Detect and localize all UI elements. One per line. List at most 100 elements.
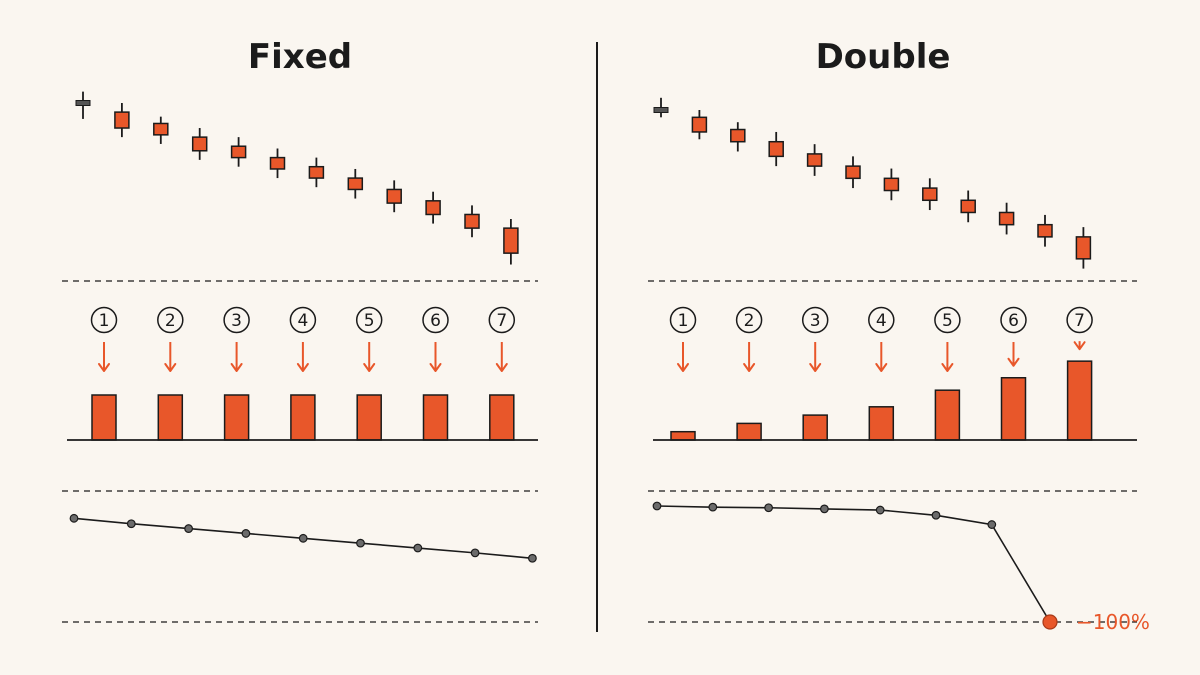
candle-body-double-4 bbox=[768, 140, 784, 158]
candle-body-double-6 bbox=[845, 165, 861, 180]
step-number-double-5: 5 bbox=[942, 311, 953, 331]
step-arrowhead-fixed-7 bbox=[495, 363, 508, 372]
panel-fixed: Fixed 1 2 3 4 5 6 7 bbox=[62, 37, 538, 623]
candle-body-double-1 bbox=[653, 107, 669, 113]
step-circle-fixed-1 bbox=[90, 306, 118, 334]
position-bar-double-5 bbox=[934, 389, 961, 441]
candle-body-fixed-2 bbox=[114, 111, 130, 129]
candle-body-fixed-3 bbox=[153, 122, 169, 136]
step-circle-fixed-3 bbox=[223, 306, 250, 334]
step-arrowhead-double-5 bbox=[941, 363, 954, 372]
step-number-fixed-2: 2 bbox=[165, 311, 176, 331]
candle-body-fixed-12 bbox=[503, 227, 519, 254]
step-arrowhead-fixed-4 bbox=[296, 363, 309, 372]
candle-body-double-12 bbox=[1075, 236, 1092, 260]
candle-body-fixed-11 bbox=[464, 213, 480, 229]
step-number-double-4: 4 bbox=[876, 311, 887, 331]
step-arrowhead-fixed-5 bbox=[363, 363, 376, 372]
position-bar-double-4 bbox=[868, 406, 895, 441]
position-bar-fixed-6 bbox=[422, 394, 449, 441]
step-circle-double-2 bbox=[735, 306, 763, 334]
step-number-double-1: 1 bbox=[678, 311, 689, 331]
equity-point-fixed-5 bbox=[298, 533, 308, 543]
candle-body-fixed-7 bbox=[308, 165, 325, 179]
step-circle-fixed-5 bbox=[355, 306, 383, 334]
position-bar-double-7 bbox=[1066, 360, 1093, 441]
step-arrowhead-double-2 bbox=[743, 363, 756, 372]
equity-point-double-8 bbox=[1042, 614, 1058, 630]
position-bar-fixed-3 bbox=[223, 394, 250, 441]
step-number-fixed-3: 3 bbox=[231, 311, 242, 331]
step-arrowhead-fixed-3 bbox=[230, 363, 243, 372]
candle-body-fixed-5 bbox=[230, 145, 247, 159]
step-circle-double-5 bbox=[934, 306, 961, 334]
step-number-double-2: 2 bbox=[744, 311, 755, 331]
equity-line-double bbox=[656, 505, 1051, 623]
position-bar-fixed-2 bbox=[157, 394, 184, 441]
candle-body-double-2 bbox=[691, 116, 708, 133]
panel-double: Double 1 2 3 4 5 6 7 −100% bbox=[648, 37, 1150, 634]
equity-point-fixed-2 bbox=[126, 519, 136, 529]
equity-point-double-5 bbox=[875, 505, 885, 515]
step-number-fixed-1: 1 bbox=[99, 311, 110, 331]
equity-point-fixed-7 bbox=[413, 543, 423, 553]
step-circle-double-6 bbox=[1000, 306, 1027, 334]
step-circle-fixed-4 bbox=[289, 306, 317, 334]
step-arrowhead-double-6 bbox=[1007, 357, 1020, 367]
equity-point-double-2 bbox=[708, 502, 718, 512]
equity-point-fixed-9 bbox=[528, 553, 537, 563]
step-number-double-7: 7 bbox=[1074, 311, 1085, 331]
equity-point-fixed-1 bbox=[69, 513, 79, 523]
position-bar-fixed-4 bbox=[290, 394, 316, 441]
equity-point-double-6 bbox=[931, 510, 941, 520]
candle-body-double-11 bbox=[1037, 223, 1053, 238]
candle-body-fixed-9 bbox=[386, 188, 402, 204]
step-arrowhead-double-3 bbox=[809, 363, 822, 372]
step-number-fixed-5: 5 bbox=[364, 311, 375, 331]
step-circle-double-1 bbox=[669, 306, 697, 334]
equity-point-fixed-6 bbox=[356, 538, 365, 548]
panel-title-double: Double bbox=[816, 37, 951, 77]
step-circle-fixed-2 bbox=[157, 306, 184, 334]
equity-point-fixed-8 bbox=[470, 548, 480, 558]
equity-point-fixed-4 bbox=[241, 529, 251, 538]
candle-body-double-5 bbox=[806, 153, 823, 167]
position-bar-fixed-1 bbox=[91, 394, 117, 441]
candle-body-double-9 bbox=[960, 199, 976, 214]
equity-point-fixed-3 bbox=[184, 524, 194, 533]
candle-body-fixed-1 bbox=[75, 100, 91, 106]
step-circle-double-7 bbox=[1066, 306, 1093, 334]
position-bar-fixed-7 bbox=[489, 394, 515, 441]
step-number-double-6: 6 bbox=[1008, 311, 1019, 331]
step-number-fixed-4: 4 bbox=[297, 311, 308, 331]
candle-body-double-8 bbox=[922, 187, 938, 202]
step-circle-double-3 bbox=[801, 306, 829, 334]
equity-point-double-1 bbox=[652, 501, 662, 511]
candle-body-double-3 bbox=[730, 128, 746, 143]
step-arrowhead-fixed-6 bbox=[429, 363, 442, 372]
equity-point-double-7 bbox=[987, 520, 997, 529]
step-number-double-3: 3 bbox=[810, 311, 821, 331]
step-number-fixed-7: 7 bbox=[496, 311, 507, 331]
step-arrowhead-fixed-2 bbox=[164, 363, 177, 372]
step-number-fixed-6: 6 bbox=[430, 311, 441, 331]
candle-body-fixed-10 bbox=[425, 200, 441, 216]
position-bar-double-3 bbox=[802, 414, 828, 441]
candle-body-double-10 bbox=[998, 211, 1015, 226]
equity-point-double-3 bbox=[764, 503, 773, 513]
step-arrowhead-fixed-1 bbox=[98, 363, 110, 372]
step-arrowhead-double-7 bbox=[1073, 341, 1086, 351]
position-bar-double-2 bbox=[736, 422, 762, 441]
step-circle-double-4 bbox=[868, 306, 895, 334]
position-bar-double-1 bbox=[670, 430, 696, 441]
candle-body-double-7 bbox=[883, 177, 900, 192]
step-circle-fixed-7 bbox=[488, 306, 516, 334]
position-bar-double-6 bbox=[1000, 377, 1027, 441]
candle-body-fixed-4 bbox=[191, 136, 208, 152]
equity-point-double-4 bbox=[820, 504, 829, 514]
candle-body-fixed-8 bbox=[347, 177, 364, 191]
step-circle-fixed-6 bbox=[422, 306, 449, 334]
step-arrowhead-double-1 bbox=[677, 363, 689, 372]
